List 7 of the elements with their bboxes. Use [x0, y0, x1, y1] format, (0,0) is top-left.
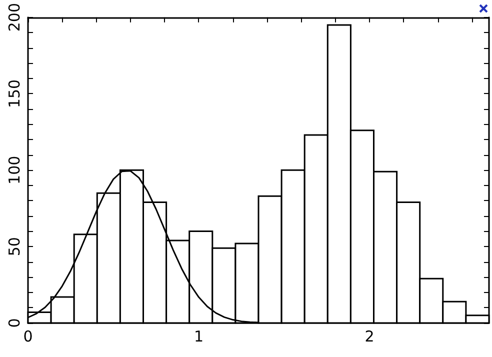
- y-tick-label: 200: [6, 2, 24, 32]
- y-tick-label: 50: [6, 237, 24, 256]
- y-tick-label: 150: [6, 79, 24, 108]
- y-tick-label: 0: [6, 318, 24, 328]
- y-tick-label: 100: [6, 156, 24, 184]
- x-tick-label: 1: [194, 328, 204, 346]
- x-tick-label: 2: [364, 328, 374, 346]
